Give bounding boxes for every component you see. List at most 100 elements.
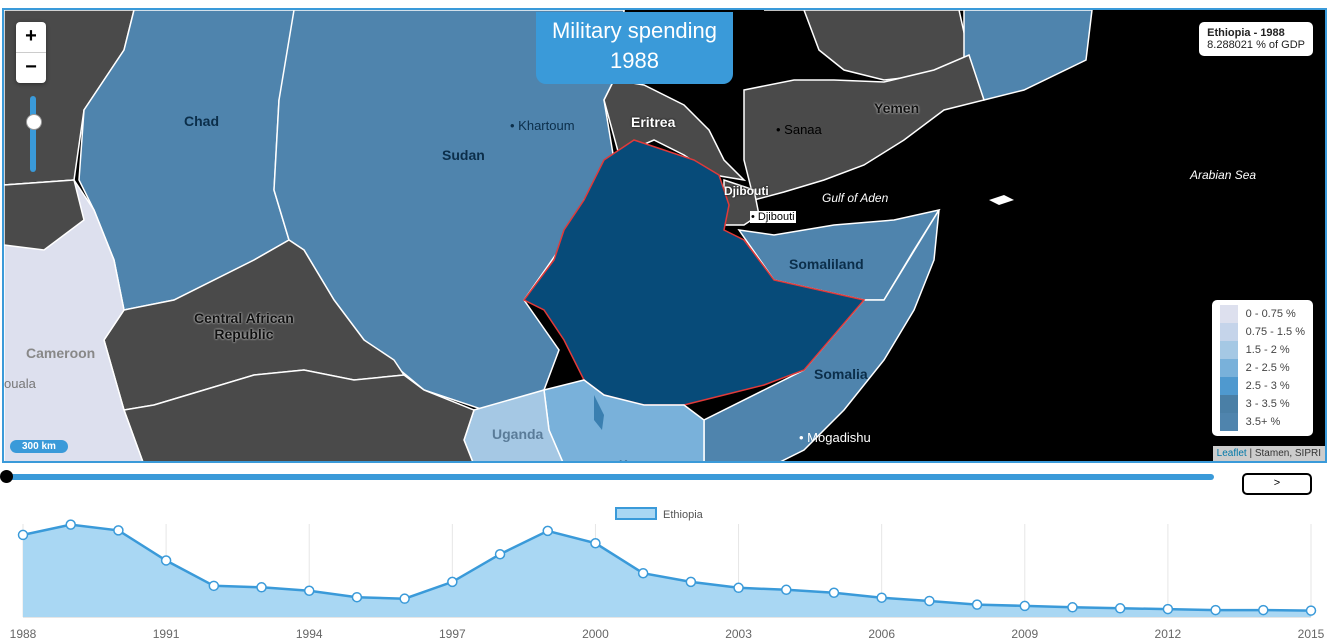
data-point[interactable] [160, 555, 172, 566]
data-point[interactable] [1114, 603, 1126, 614]
map-title-line1: Military spending [551, 18, 718, 43]
legend-swatch [1219, 341, 1238, 359]
attribution: Leaflet | Stamen, SIPRI [1212, 446, 1325, 461]
x-tick-label: 1997 [439, 627, 466, 641]
timeline-track[interactable] [6, 474, 1214, 480]
play-button[interactable]: > [1242, 473, 1312, 495]
data-point[interactable] [1258, 604, 1269, 616]
data-point[interactable] [1162, 603, 1174, 615]
x-tick-label: 2003 [725, 627, 752, 641]
data-point[interactable] [828, 587, 840, 598]
series-line-ethiopia [22, 523, 1312, 612]
data-point[interactable] [542, 525, 553, 537]
zoom-slider-handle[interactable] [26, 114, 42, 130]
x-axis-ticks: 1988 1991 1994 1997 2000 2003 2006 2009 2012 2015 [10, 627, 1325, 641]
zoom-slider-track[interactable] [30, 96, 36, 172]
city-djibouti: • Djibouti [750, 211, 796, 223]
city-dot-icon: • [751, 211, 758, 223]
legend-swatch [1219, 323, 1238, 341]
data-point[interactable] [303, 585, 315, 597]
map-view[interactable]: Military spending 1988 + − Chad Sudan Er… [2, 8, 1327, 463]
timeline-handle[interactable] [0, 470, 13, 483]
city-dot-icon: • [799, 430, 808, 445]
city-dot-icon: • [776, 122, 785, 137]
line-chart: Ethiopia 1988 1991 1994 1997 2000 2003 2006 200… [10, 507, 1325, 641]
data-point[interactable] [1067, 602, 1078, 613]
label-car: Central African Republic [194, 310, 294, 342]
legend-item: 1.5 - 2 % [1219, 341, 1305, 359]
leaflet-link[interactable]: Leaflet [1216, 448, 1247, 459]
label-cameroon: Cameroon [26, 345, 96, 361]
scale-bar: 300 km [10, 440, 68, 453]
attribution-text: | Stamen, SIPRI [1246, 448, 1321, 459]
sea-gulf-of-aden: Gulf of Aden [822, 191, 889, 205]
data-point[interactable] [447, 576, 458, 588]
city-dot-icon: • [510, 118, 519, 133]
map-title-line2: 1988 [610, 48, 659, 73]
label-uganda: Uganda [492, 426, 544, 442]
data-point[interactable] [637, 567, 649, 579]
data-point[interactable] [971, 599, 983, 610]
legend-item: 0 - 0.75 % [1219, 305, 1305, 323]
legend-swatch [1219, 377, 1238, 395]
country-ethiopia [522, 139, 866, 406]
x-tick-label: 1991 [153, 627, 180, 641]
city-douala: ouala [4, 376, 36, 391]
country-eritrea [603, 79, 747, 182]
legend: 0 - 0.75 % 0.75 - 1.5 % 1.5 - 2 % 2 - 2.… [1211, 300, 1313, 436]
data-point[interactable] [733, 582, 744, 594]
label-djibouti-country: Djibouti [724, 184, 769, 198]
data-point[interactable] [351, 591, 363, 603]
legend-item: 3 - 3.5 % [1219, 395, 1305, 413]
data-point[interactable] [65, 519, 76, 530]
data-point[interactable] [1210, 604, 1221, 616]
x-tick-label: 1994 [296, 627, 323, 641]
chart-legend: Ethiopia [615, 507, 704, 521]
data-point[interactable] [1019, 600, 1031, 612]
legend-item: 0.75 - 1.5 % [1219, 323, 1305, 341]
x-tick-label: 2000 [582, 627, 609, 641]
data-point[interactable] [399, 593, 410, 604]
data-point[interactable] [256, 582, 267, 593]
data-point[interactable] [1305, 605, 1317, 616]
data-point[interactable] [924, 595, 935, 607]
island-socotra [989, 195, 1014, 205]
data-point[interactable] [876, 592, 887, 603]
label-sudan: Sudan [442, 147, 485, 163]
data-point[interactable] [113, 525, 124, 536]
city-mogadishu: • Mogadishu [799, 430, 871, 445]
data-point[interactable] [590, 537, 601, 549]
zoom-control: + − [16, 22, 46, 83]
x-tick-label: 1988 [10, 627, 37, 641]
legend-item: 3.5+ % [1219, 413, 1305, 431]
zoom-out-button[interactable]: − [16, 52, 46, 83]
legend-item: 2.5 - 3 % [1219, 377, 1305, 395]
label-kenya: Kenya [619, 458, 655, 461]
data-point[interactable] [17, 529, 29, 541]
lake-turkana [594, 395, 604, 430]
country-yemen [743, 53, 985, 201]
data-point[interactable] [685, 576, 697, 588]
zoom-in-button[interactable]: + [25, 25, 37, 47]
city-khartoum: • Khartoum [510, 118, 575, 133]
data-point[interactable] [781, 584, 792, 596]
country-somalia [703, 209, 940, 461]
country-cameroon [4, 179, 144, 461]
info-title: Ethiopia - 1988 [1207, 27, 1285, 39]
series-points [17, 519, 1317, 616]
info-value: 8.288021 % of GDP [1207, 39, 1305, 51]
city-sanaa: • Sanaa [776, 122, 822, 137]
x-tick-label: 2009 [1011, 627, 1038, 641]
label-somalia: Somalia [814, 366, 868, 382]
map-canvas[interactable] [4, 10, 1327, 463]
label-yemen: Yemen [874, 100, 920, 116]
legend-swatch [1219, 359, 1238, 377]
series-area-ethiopia [23, 524, 1311, 617]
legend-swatch [1219, 395, 1238, 413]
legend-label-ethiopia[interactable]: Ethiopia [663, 509, 704, 521]
label-chad: Chad [184, 113, 219, 129]
x-tick-label: 2006 [868, 627, 895, 641]
map-title: Military spending 1988 [536, 12, 733, 84]
data-point[interactable] [208, 580, 220, 592]
data-point[interactable] [494, 548, 506, 560]
